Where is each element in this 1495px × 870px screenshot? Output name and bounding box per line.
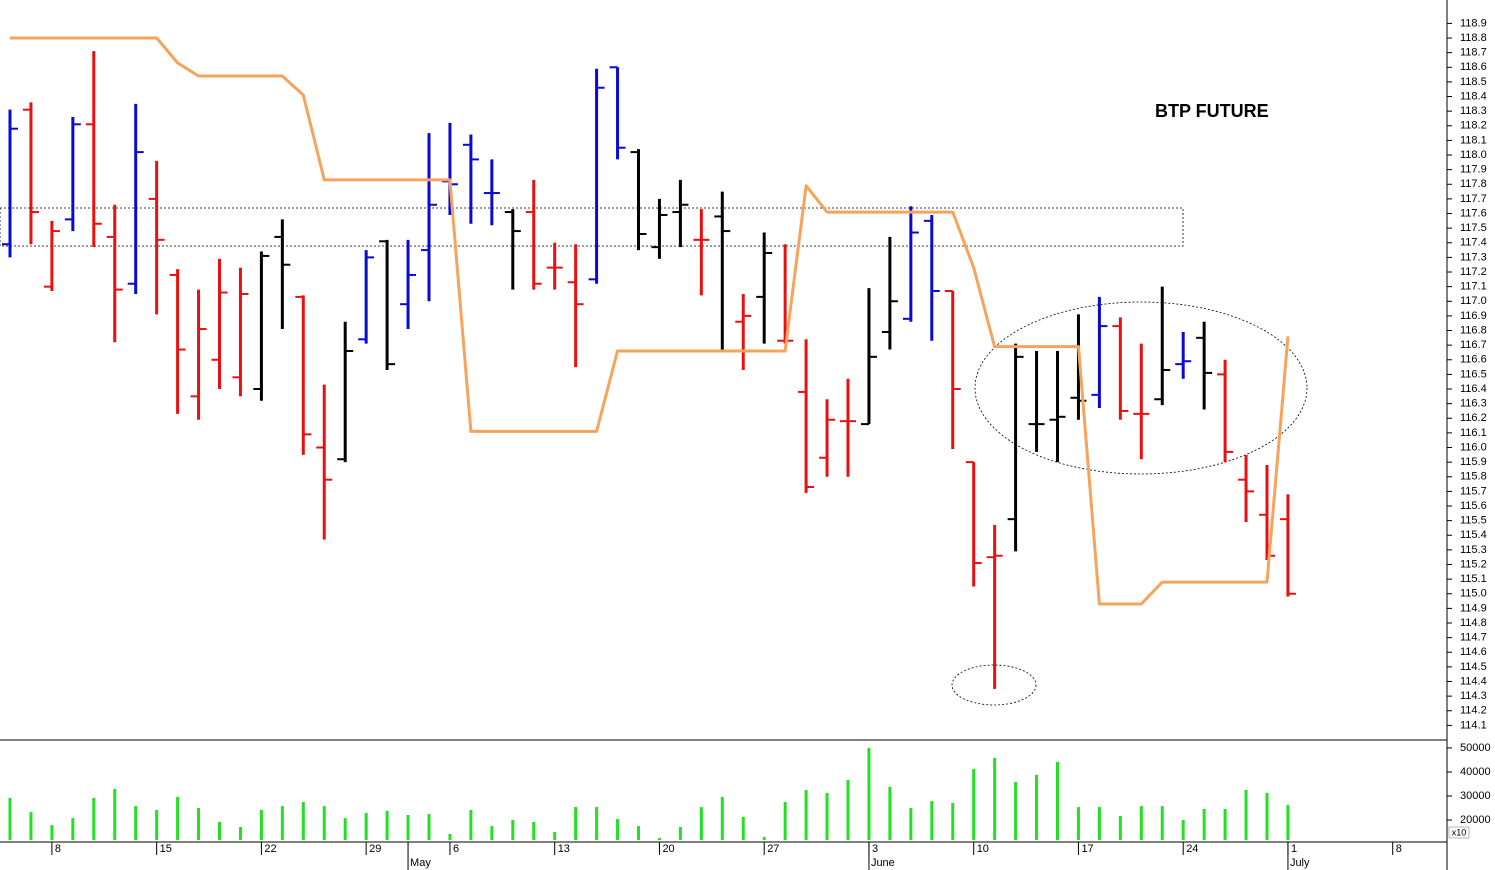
y-tick-label: 114.3 — [1460, 690, 1487, 702]
y-tick-label: 118.1 — [1460, 134, 1487, 146]
y-tick-label: 115.2 — [1460, 558, 1487, 570]
y-tick-label: 116.8 — [1460, 324, 1487, 336]
x-tick-label: 8 — [55, 843, 61, 855]
y-tick-label: 116.1 — [1460, 427, 1487, 439]
volume-tick-label: 30000 — [1460, 790, 1491, 802]
y-tick-label: 114.9 — [1460, 602, 1487, 614]
y-tick-label: 117.5 — [1460, 222, 1487, 234]
x-tick-label: 3 — [872, 843, 878, 855]
y-tick-label: 115.0 — [1460, 588, 1487, 600]
volume-tick-label: 40000 — [1460, 766, 1491, 778]
x-tick-label: 15 — [160, 843, 172, 855]
y-tick-label: 116.0 — [1460, 441, 1487, 453]
x-tick-label: 24 — [1186, 843, 1198, 855]
y-tick-label: 117.8 — [1460, 178, 1487, 190]
y-tick-label: 114.6 — [1460, 646, 1487, 658]
x-tick-label: 22 — [264, 843, 276, 855]
y-tick-label: 115.4 — [1460, 529, 1487, 541]
y-tick-label: 116.2 — [1460, 412, 1487, 424]
x-tick-label: 20 — [662, 843, 674, 855]
y-tick-label: 117.7 — [1460, 193, 1487, 205]
y-tick-label: 115.3 — [1460, 544, 1487, 556]
y-tick-label: 117.1 — [1460, 281, 1487, 293]
y-tick-label: 117.2 — [1460, 266, 1487, 278]
month-label: May — [410, 857, 431, 869]
y-tick-label: 118.5 — [1460, 76, 1487, 88]
x-tick-label: 8 — [1396, 843, 1402, 855]
y-tick-label: 116.4 — [1460, 383, 1487, 395]
x-tick-label: 27 — [767, 843, 779, 855]
y-tick-label: 118.2 — [1460, 120, 1487, 132]
y-tick-label: 115.7 — [1460, 485, 1487, 497]
x-tick-label: 17 — [1081, 843, 1093, 855]
chart-title: BTP FUTURE — [1155, 101, 1269, 121]
y-tick-label: 117.3 — [1460, 251, 1487, 263]
y-tick-label: 118.4 — [1460, 90, 1487, 102]
y-tick-label: 115.6 — [1460, 500, 1487, 512]
highlight-ellipse — [951, 664, 1037, 706]
x-tick-label: 1 — [1291, 843, 1297, 855]
y-tick-label: 116.3 — [1460, 398, 1487, 410]
x-tick-label: 13 — [558, 843, 570, 855]
y-tick-label: 116.5 — [1460, 368, 1487, 380]
volume-tick-label: 50000 — [1460, 742, 1491, 754]
volume-tick-label: 20000 — [1460, 814, 1491, 826]
month-label: June — [871, 857, 895, 869]
y-tick-label: 114.5 — [1460, 661, 1487, 673]
y-tick-label: 116.6 — [1460, 354, 1487, 366]
y-tick-label: 116.9 — [1460, 310, 1487, 322]
y-tick-label: 115.8 — [1460, 471, 1487, 483]
y-tick-label: 117.0 — [1460, 295, 1487, 307]
y-tick-label: 115.5 — [1460, 515, 1487, 527]
y-tick-label: 118.0 — [1460, 149, 1487, 161]
x-tick-label: 29 — [369, 843, 381, 855]
y-tick-label: 116.7 — [1460, 339, 1487, 351]
y-tick-label: 114.1 — [1460, 719, 1487, 731]
y-tick-label: 114.7 — [1460, 632, 1487, 644]
y-tick-label: 115.1 — [1460, 573, 1487, 585]
y-tick-label: 118.9 — [1460, 17, 1487, 29]
y-tick-label: 118.7 — [1460, 47, 1487, 59]
x-tick-label: 6 — [453, 843, 459, 855]
y-tick-label: 114.2 — [1460, 705, 1487, 717]
month-label: July — [1290, 857, 1310, 869]
y-tick-label: 118.8 — [1460, 32, 1487, 44]
volume-note-box — [1448, 826, 1470, 839]
y-tick-label: 115.9 — [1460, 456, 1487, 468]
y-tick-label: 117.4 — [1460, 237, 1487, 249]
y-tick-label: 118.6 — [1460, 61, 1487, 73]
y-tick-label: 117.6 — [1460, 207, 1487, 219]
y-tick-label: 118.3 — [1460, 105, 1487, 117]
range-box — [0, 207, 1184, 247]
y-tick-label: 114.4 — [1460, 675, 1487, 687]
y-tick-label: 114.8 — [1460, 617, 1487, 629]
y-tick-label: 117.9 — [1460, 164, 1487, 176]
indicator-line — [10, 36, 1290, 606]
x-tick-label: 10 — [977, 843, 989, 855]
volume-note: x10 — [1452, 827, 1467, 837]
highlight-ellipse — [974, 301, 1308, 475]
